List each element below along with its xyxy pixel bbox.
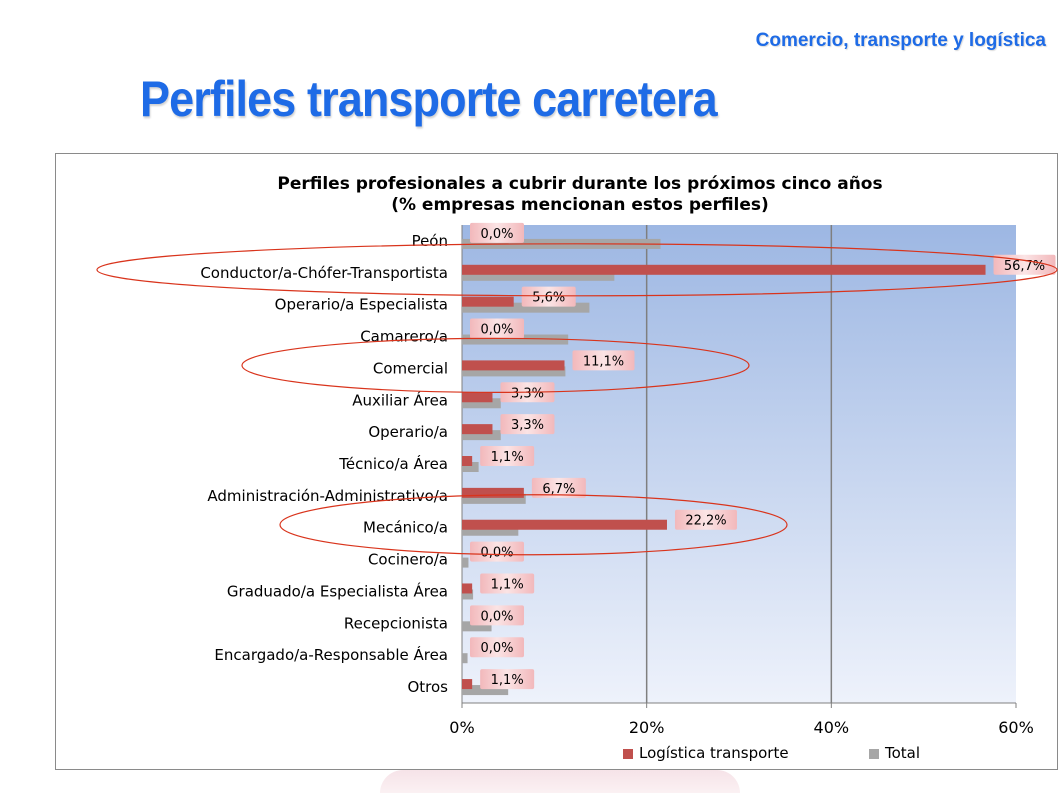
data-label-box bbox=[470, 541, 524, 562]
data-label: 3,3% bbox=[511, 418, 544, 433]
data-label: 0,0% bbox=[480, 641, 513, 656]
x-tick-label: 60% bbox=[998, 718, 1034, 737]
legend-swatch-total bbox=[869, 749, 879, 759]
bar-total bbox=[462, 653, 468, 664]
data-label: 22,2% bbox=[685, 514, 726, 529]
highlight-ellipse bbox=[96, 243, 1058, 297]
bar-logistica bbox=[462, 583, 473, 594]
data-label-box bbox=[531, 477, 586, 498]
bar-total bbox=[462, 493, 526, 504]
data-label-box bbox=[480, 669, 535, 690]
data-label-box bbox=[470, 318, 524, 339]
data-label: 11,1% bbox=[583, 354, 624, 369]
highlight-ellipse bbox=[241, 337, 750, 393]
data-label: 1,1% bbox=[491, 673, 524, 688]
category-label: Operario/a bbox=[368, 423, 448, 441]
legend: Logística transporte Total bbox=[623, 744, 920, 762]
bar-total bbox=[462, 270, 615, 281]
data-label-box bbox=[480, 573, 535, 594]
section-title: Comercio, transporte y logística bbox=[755, 30, 1046, 51]
x-tick-label: 20% bbox=[629, 718, 665, 737]
data-label-box bbox=[480, 446, 535, 466]
bar-chart: Perfiles profesionales a cubrir durante … bbox=[96, 174, 1058, 762]
legend-label-logistica: Logística transporte bbox=[639, 744, 789, 762]
data-label-box bbox=[674, 509, 737, 530]
category-label: Recepcionista bbox=[344, 614, 448, 632]
data-label-box bbox=[572, 350, 635, 371]
bar-logistica bbox=[462, 296, 514, 307]
highlight-ellipse bbox=[279, 494, 788, 556]
data-label-box bbox=[470, 637, 524, 658]
bar-logistica bbox=[462, 360, 565, 371]
data-label: 0,0% bbox=[480, 323, 513, 338]
chart-title: Perfiles profesionales a cubrir durante … bbox=[277, 174, 882, 194]
data-label: 3,3% bbox=[511, 386, 544, 401]
category-label: Técnico/a Área bbox=[338, 454, 448, 473]
bar-logistica bbox=[462, 519, 667, 530]
category-label: Otros bbox=[407, 678, 448, 696]
bar-logistica bbox=[462, 456, 473, 466]
bar-total bbox=[462, 462, 479, 472]
data-label: 0,0% bbox=[480, 609, 513, 624]
category-label: Conductor/a-Chófer-Transportista bbox=[200, 264, 448, 282]
bar-logistica bbox=[462, 392, 493, 403]
bar-total bbox=[462, 334, 569, 345]
bar-total bbox=[462, 302, 590, 313]
data-label: 5,6% bbox=[532, 291, 565, 306]
category-label: Mecánico/a bbox=[363, 519, 448, 537]
bar-total bbox=[462, 557, 469, 568]
data-label: 0,0% bbox=[480, 227, 513, 242]
data-label: 6,7% bbox=[542, 482, 575, 497]
page-title: Perfiles transporte carretera bbox=[140, 71, 718, 127]
bar-total bbox=[462, 366, 566, 377]
decorative-shadow bbox=[380, 770, 740, 793]
category-label: Administración-Administrativo/a bbox=[207, 487, 448, 505]
data-label: 1,1% bbox=[491, 577, 524, 592]
category-label: Cocinero/a bbox=[368, 551, 448, 569]
bar-logistica bbox=[462, 487, 524, 498]
data-label: 0,0% bbox=[480, 546, 513, 561]
data-label-box bbox=[470, 222, 524, 243]
legend-label-total: Total bbox=[884, 744, 920, 762]
bar-total bbox=[462, 525, 519, 536]
x-tick-label: 40% bbox=[814, 718, 850, 737]
data-label-box bbox=[521, 286, 576, 307]
data-label-box bbox=[993, 254, 1056, 275]
bar-total bbox=[462, 621, 492, 632]
bar-logistica bbox=[462, 424, 493, 435]
category-label: Camarero/a bbox=[360, 328, 448, 346]
category-label: Graduado/a Especialista Área bbox=[227, 581, 448, 600]
category-label: Encargado/a-Responsable Área bbox=[214, 645, 448, 664]
bar-logistica bbox=[462, 679, 473, 690]
bar-total bbox=[462, 685, 509, 696]
category-label: Operario/a Especialista bbox=[275, 296, 448, 314]
category-label: Comercial bbox=[373, 359, 448, 377]
legend-swatch-logistica bbox=[623, 749, 633, 759]
data-label-box bbox=[500, 414, 555, 435]
data-label-box bbox=[470, 605, 524, 626]
category-label: Auxiliar Área bbox=[352, 390, 448, 409]
chart-subtitle: (% empresas mencionan estos perfiles) bbox=[391, 195, 769, 215]
data-label: 1,1% bbox=[491, 450, 524, 465]
bar-total bbox=[462, 430, 501, 441]
category-label: Peón bbox=[412, 232, 448, 250]
bar-total bbox=[462, 398, 501, 409]
bar-total bbox=[462, 589, 474, 600]
data-label: 56,7% bbox=[1004, 259, 1045, 274]
x-tick-label: 0% bbox=[449, 718, 474, 737]
bar-logistica bbox=[462, 264, 986, 275]
